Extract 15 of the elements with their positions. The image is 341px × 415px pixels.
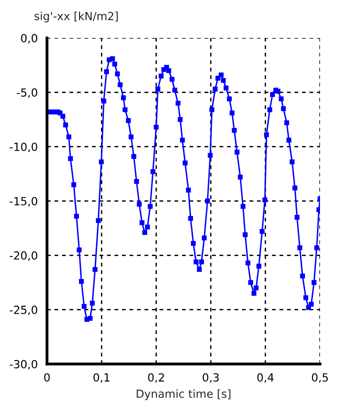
x-tick-label: 0 — [44, 373, 50, 382]
y-tick-label: -15,0 — [10, 196, 38, 207]
x-axis-title: Dynamic time [s] — [136, 389, 230, 400]
y-tick-label: -25,0 — [10, 306, 38, 316]
y-tick-label: -30,0 — [10, 360, 38, 370]
y-tick-label: -5,0 — [16, 88, 38, 98]
x-tick-label: 0,3 — [202, 373, 219, 383]
y-tick-label: -20,0 — [10, 251, 38, 261]
x-tick-label: 0,1 — [94, 373, 110, 383]
x-tick-label: 0,4 — [257, 373, 274, 383]
y-tick-label: 0,0 — [21, 34, 38, 44]
y-axis-title: sig'-xx [kN/m2] — [34, 12, 118, 22]
x-tick-label: 0,2 — [148, 373, 164, 383]
x-tick-label: 0,5 — [312, 373, 328, 383]
y-tick-label: -10,0 — [10, 142, 38, 152]
